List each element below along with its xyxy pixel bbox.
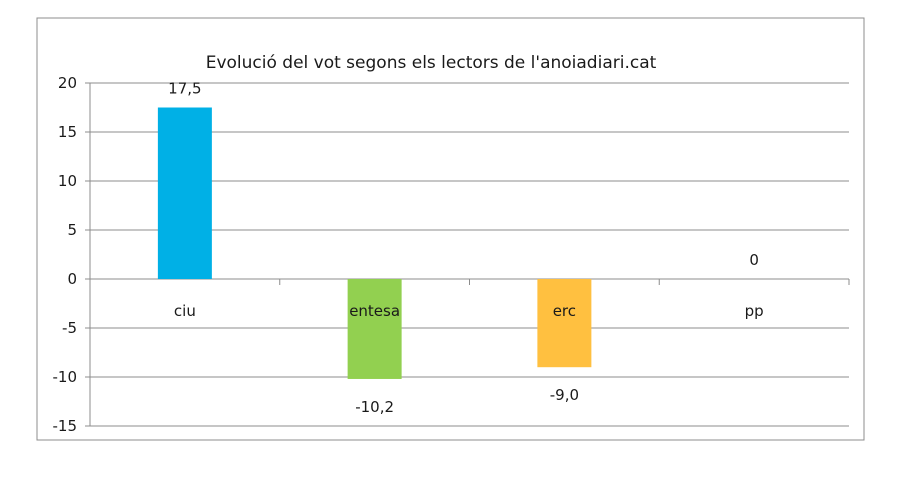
gridlines (90, 82, 849, 427)
y-tick-label: -10 (53, 368, 78, 386)
y-tick-label: -5 (62, 319, 77, 337)
bars (157, 107, 592, 379)
category-label-pp: pp (745, 302, 764, 320)
y-tick-label: 0 (67, 270, 77, 288)
y-tick-label: -15 (53, 417, 78, 435)
y-tick-label: 5 (67, 221, 77, 239)
bar-ciu (157, 107, 212, 279)
data-label-pp: 0 (749, 251, 759, 269)
category-label-erc: erc (553, 302, 576, 320)
category-label-entesa: entesa (349, 302, 400, 320)
y-tick-label: 10 (58, 172, 77, 190)
bar-entesa (347, 279, 402, 379)
data-label-entesa: -10,2 (355, 398, 394, 416)
y-tick-label: 15 (58, 123, 77, 141)
chart-title: Evolució del vot segons els lectors de l… (206, 53, 657, 73)
axes (85, 82, 850, 427)
data-label-ciu: 17,5 (168, 80, 201, 98)
labels: -15 -10 -5 0 5 10 15 20 ciu 17,5 entesa -10,2 erc -9,… (53, 74, 764, 435)
y-tick-label: 20 (58, 74, 77, 92)
data-label-erc: -9,0 (550, 386, 579, 404)
category-label-ciu: ciu (174, 302, 196, 320)
bar-erc (537, 279, 592, 368)
